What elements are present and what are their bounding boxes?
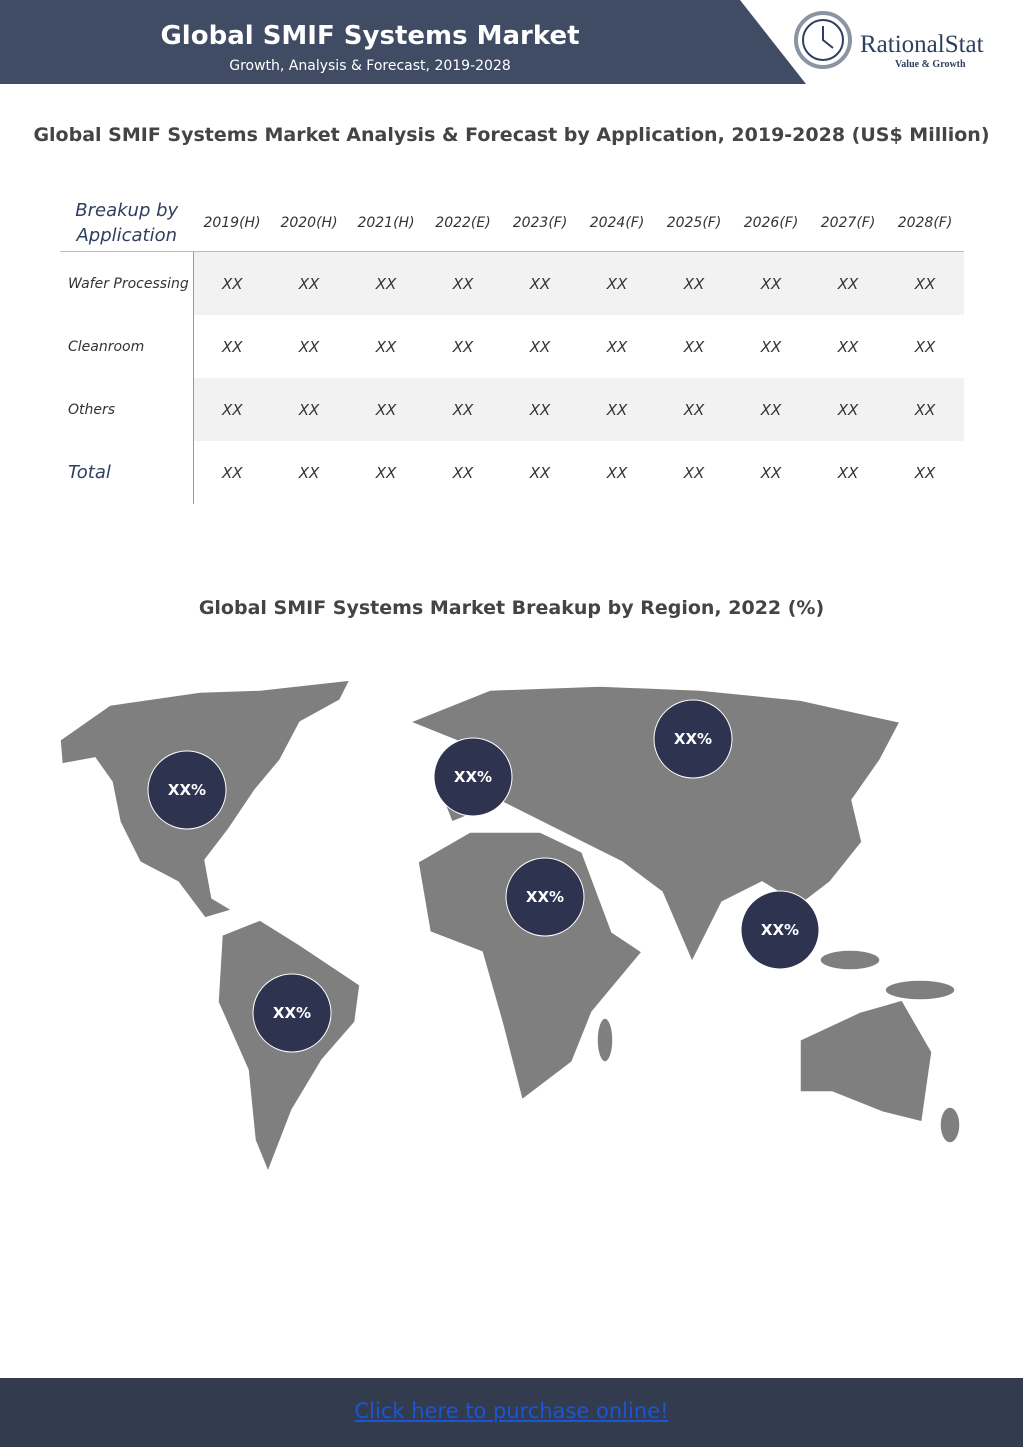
bubble-label: XX%: [168, 781, 206, 799]
header-row: Breakup by Application 2019(H) 2020(H) 2021…: [60, 195, 964, 252]
map-title: Global SMIF Systems Market Breakup by Re…: [198, 597, 825, 619]
logo-icon: [794, 11, 852, 69]
cell: XX: [732, 251, 810, 315]
cell: XX: [270, 378, 348, 441]
cell: XX: [221, 463, 243, 482]
cell: XX: [760, 463, 782, 482]
logo-tagline: Value & Growth: [895, 59, 966, 70]
africa: [417, 831, 644, 1102]
row-label: Others: [60, 378, 194, 441]
column-header: 2024(F): [578, 195, 656, 252]
cell: XX: [501, 378, 579, 441]
cell: XX: [578, 251, 656, 315]
cell: XX: [193, 378, 271, 441]
cell: XX: [375, 463, 397, 482]
purchase-link[interactable]: Click here to purchase online!: [354, 1399, 669, 1423]
cell: XX: [760, 337, 782, 356]
island: [884, 979, 956, 1001]
cell: XX: [886, 251, 964, 315]
cell: XX: [221, 337, 243, 356]
region-bubble: [147, 750, 227, 830]
column-header: 2020(H): [270, 195, 348, 252]
cell: XX: [424, 251, 502, 315]
column-header: 2027(F): [809, 195, 887, 252]
region-bubble: [505, 857, 585, 937]
table-row: Others XX XX XX XX XX XX XX XX XX XX: [60, 378, 964, 441]
island: [596, 1017, 614, 1063]
cell: XX: [683, 463, 705, 482]
bubble-label: XX%: [273, 1004, 311, 1022]
logo-name: RationalStat: [860, 31, 984, 58]
column-header: 2026(F): [732, 195, 810, 252]
cell: XX: [914, 337, 936, 356]
cell: XX: [193, 251, 271, 315]
column-header: 2028(F): [886, 195, 964, 252]
bubble-label: XX%: [454, 768, 492, 786]
cell: XX: [347, 378, 425, 441]
cell: XX: [578, 378, 656, 441]
region-bubble: [433, 737, 513, 817]
cell: XX: [298, 463, 320, 482]
header-subtitle: Growth, Analysis & Forecast, 2019-2028: [229, 58, 511, 74]
region-bubble: [252, 973, 332, 1053]
cell: XX: [809, 378, 887, 441]
table-title: Global SMIF Systems Market Analysis & Fo…: [33, 124, 990, 146]
cell: XX: [655, 378, 733, 441]
bubble-label: XX%: [674, 730, 712, 748]
row-label: Total: [60, 441, 194, 504]
region-bubble: [740, 890, 820, 970]
cell: XX: [886, 378, 964, 441]
cell: XX: [452, 463, 474, 482]
cell: XX: [347, 251, 425, 315]
island: [939, 1106, 961, 1144]
data-table: Breakup by Application 2019(H) 2020(H) 2021…: [60, 195, 964, 504]
cell: XX: [732, 378, 810, 441]
cell: XX: [270, 251, 348, 315]
column-header: 2023(F): [501, 195, 579, 252]
column-header: 2022(E): [424, 195, 502, 252]
column-header: 2019(H): [193, 195, 271, 252]
world-map: XX% XX% XX% XX% XX% XX%: [59, 679, 961, 1175]
table-row: Total XX XX XX XX XX XX XX XX XX XX: [60, 441, 964, 504]
bubble-label: XX%: [526, 888, 564, 906]
australia: [799, 999, 933, 1123]
bubble-label: XX%: [761, 921, 799, 939]
logo-hands: [822, 26, 834, 49]
cell: XX: [914, 463, 936, 482]
cell: XX: [683, 337, 705, 356]
footer: [0, 1378, 1023, 1447]
row-label: Cleanroom: [60, 315, 194, 378]
cell: XX: [529, 337, 551, 356]
region-bubble: [653, 699, 733, 779]
cell: XX: [424, 378, 502, 441]
cell: XX: [501, 251, 579, 315]
cell: XX: [655, 251, 733, 315]
cell: XX: [606, 463, 628, 482]
table-row: Wafer Processing XX XX XX XX XX XX XX XX XX XX: [60, 251, 964, 315]
logo-icon: [802, 19, 844, 61]
column-header: 2021(H): [347, 195, 425, 252]
header-title: Global SMIF Systems Market: [160, 21, 579, 51]
row-label: Wafer Processing: [60, 251, 194, 315]
cell: XX: [837, 463, 859, 482]
column-header: Breakup by Application: [60, 195, 194, 252]
cell: XX: [606, 337, 628, 356]
table-row: Cleanroom XX XX XX XX XX XX XX XX XX XX: [60, 315, 964, 378]
cell: XX: [298, 337, 320, 356]
island: [819, 949, 881, 971]
cell: XX: [375, 337, 397, 356]
cell: XX: [452, 337, 474, 356]
cell: XX: [529, 463, 551, 482]
header: Global SMIF Systems Market Growth, Analy…: [0, 0, 1023, 84]
cell: XX: [837, 337, 859, 356]
column-header: 2025(F): [655, 195, 733, 252]
cell: XX: [809, 251, 887, 315]
